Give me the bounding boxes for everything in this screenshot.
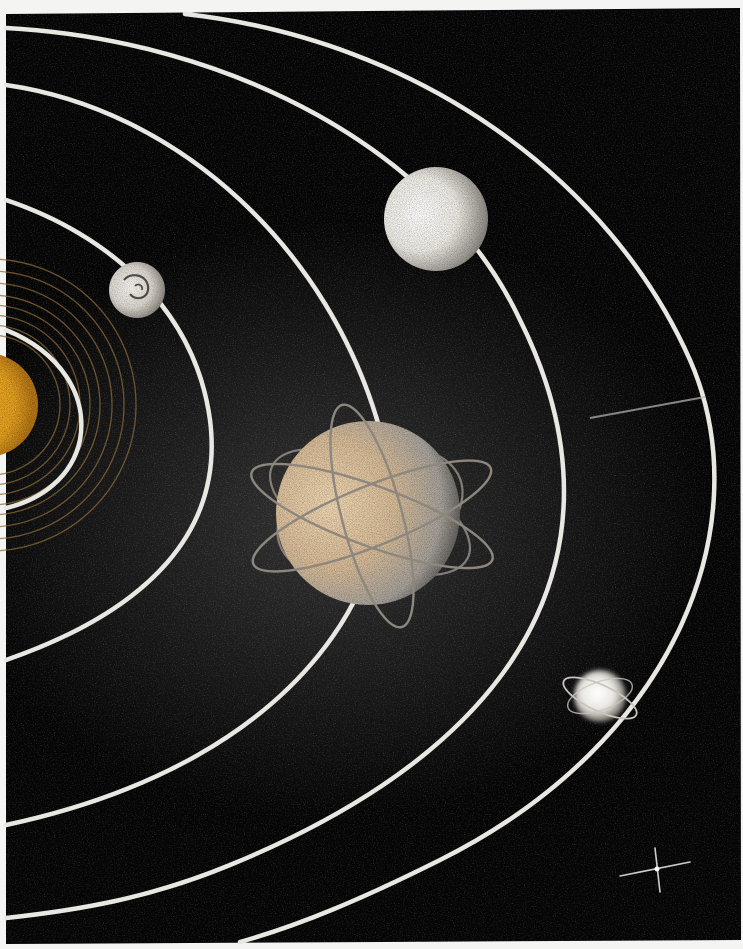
- orbit-1: [3, 327, 84, 511]
- small-ringed-planet-icon: [562, 670, 638, 722]
- sparkle-star-icon: [619, 847, 691, 893]
- white-planet-icon: [384, 167, 488, 271]
- orbit-4: [3, 25, 567, 921]
- small-moon-icon: [109, 262, 165, 318]
- orbit-marker-line: [589, 396, 706, 419]
- ringed-planet-icon: [250, 403, 494, 629]
- orbit-2: [3, 197, 214, 663]
- sun-icon: [0, 354, 38, 456]
- orbit-5: [182, 11, 717, 945]
